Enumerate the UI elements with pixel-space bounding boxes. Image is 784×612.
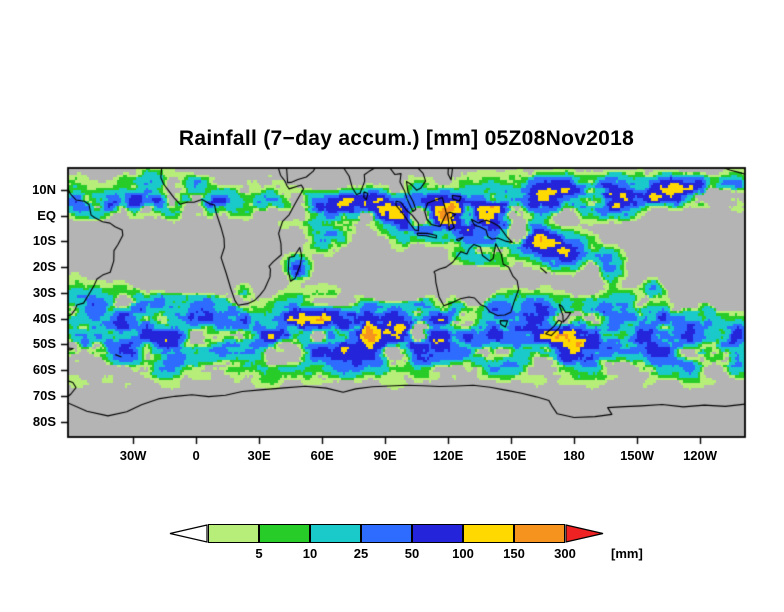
colorbar-level-label-150: 150 <box>503 546 525 561</box>
colorbar-segment-7 <box>514 524 565 543</box>
colorbar-level-label-25: 25 <box>353 546 369 561</box>
figure-title: Rainfall (7−day accum.) [mm] 05Z08Nov201… <box>178 127 635 150</box>
colorbar: 5 10 25 50 100 150 300 [mm] <box>168 524 668 566</box>
colorbar-level-label-300: 300 <box>554 546 576 561</box>
colorbar-segment-2 <box>259 524 310 543</box>
colorbar-segment-1 <box>208 524 259 543</box>
colorbar-level-label-100: 100 <box>452 546 474 561</box>
colorbar-level-label-50: 50 <box>404 546 420 561</box>
colorbar-segment-5 <box>412 524 463 543</box>
colorbar-right-arrow-icon <box>565 524 604 543</box>
colorbar-unit-label: [mm] <box>611 546 643 561</box>
colorbar-segment-6 <box>463 524 514 543</box>
colorbar-segment-3 <box>310 524 361 543</box>
colorbar-level-label-10: 10 <box>302 546 318 561</box>
colorbar-segment-4 <box>361 524 412 543</box>
colorbar-level-label-5: 5 <box>255 546 263 561</box>
colorbar-left-arrow-icon <box>169 524 208 543</box>
